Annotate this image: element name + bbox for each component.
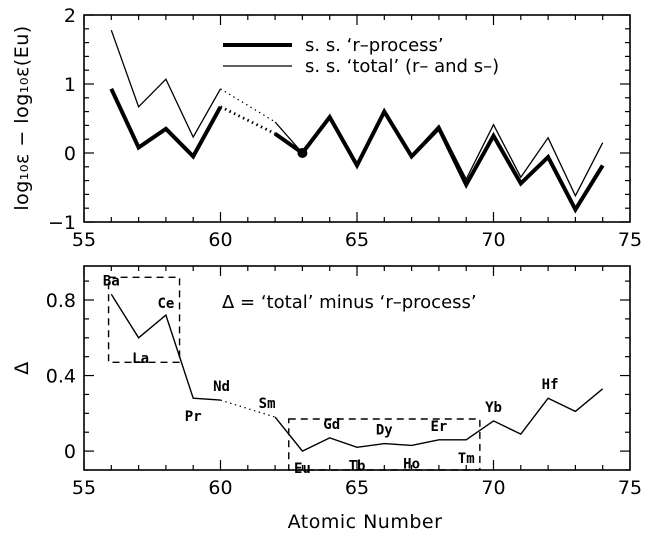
legend-label-total: s. s. ‘total’ (r– and s–): [305, 56, 499, 77]
eu-marker: [297, 148, 307, 158]
y-tick-label: 1: [64, 74, 76, 96]
series-r-process-gap-dotted: [221, 107, 276, 134]
element-label-eu: Eu: [294, 461, 311, 477]
element-label-ba: Ba: [103, 273, 120, 289]
element-label-tb: Tb: [349, 458, 366, 474]
element-label-ce: Ce: [157, 296, 174, 312]
y-tick-label: 0.4: [46, 366, 76, 388]
x-tick-label: 65: [345, 229, 369, 251]
element-label-er: Er: [430, 419, 447, 435]
series-total-gap-dotted: [221, 89, 276, 122]
delta-annotation: Δ = ‘total’ minus ‘r–process’: [222, 292, 477, 313]
element-label-ho: Ho: [403, 456, 420, 472]
element-label-nd: Nd: [213, 379, 230, 395]
x-tick-label: 75: [618, 477, 642, 499]
series-r-process-line: [111, 89, 220, 157]
x-axis-label: Atomic Number: [288, 511, 443, 533]
element-label-la: La: [132, 351, 149, 367]
x-tick-label: 55: [72, 477, 96, 499]
element-label-dy: Dy: [376, 423, 393, 439]
x-tick-label: 70: [481, 229, 505, 251]
x-tick-label: 60: [208, 477, 232, 499]
dashed-box-1: [109, 277, 180, 362]
x-tick-label: 75: [618, 229, 642, 251]
element-label-pr: Pr: [185, 409, 202, 425]
y-tick-label: 0: [64, 143, 76, 165]
legend-label-r-process: s. s. ‘r–process’: [305, 35, 444, 56]
y-tick-label: −1: [48, 212, 76, 234]
series-total-line: [275, 110, 603, 196]
y-tick-label: 0: [64, 441, 76, 463]
element-label-hf: Hf: [542, 377, 559, 393]
element-label-sm: Sm: [259, 396, 276, 412]
element-label-yb: Yb: [485, 400, 502, 416]
y-tick-label: 0.8: [46, 290, 76, 312]
element-label-gd: Gd: [323, 417, 340, 433]
bottom-panel: 55 60 65 70 75 0 0.4 0.8 Ba La Ce Pr Nd Sm Eu Gd Tb Dy Ho E…: [11, 266, 642, 533]
element-label-tm: Tm: [458, 451, 475, 467]
y-axis-label-top: log₁₀ε − log₁₀ε(Eu): [11, 25, 33, 210]
y-tick-label: 2: [64, 5, 76, 27]
x-tick-label: 65: [345, 477, 369, 499]
y-axis-label-bottom: Δ: [11, 361, 33, 375]
x-tick-label: 70: [481, 477, 505, 499]
x-tick-label: 60: [208, 229, 232, 251]
